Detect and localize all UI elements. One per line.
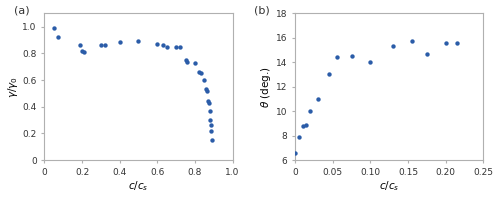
Point <box>201 78 209 82</box>
Point <box>191 61 199 64</box>
Point <box>207 123 215 126</box>
Text: (a): (a) <box>14 6 30 16</box>
Point <box>172 46 180 49</box>
Point <box>50 26 58 29</box>
X-axis label: $c/c_s$: $c/c_s$ <box>379 180 400 193</box>
Point <box>97 43 105 46</box>
Point <box>80 50 88 54</box>
Point <box>325 73 333 76</box>
Point <box>423 52 431 55</box>
Point <box>207 119 215 122</box>
Point <box>197 71 205 74</box>
Point <box>153 42 161 46</box>
Point <box>333 56 341 59</box>
Point <box>208 129 216 132</box>
Point <box>204 99 212 102</box>
Point <box>184 60 192 64</box>
Point <box>206 110 214 113</box>
Point <box>53 36 61 39</box>
Point <box>299 124 307 128</box>
Point <box>291 151 299 154</box>
Text: (b): (b) <box>253 6 269 16</box>
Y-axis label: $\theta$ (deg.): $\theta$ (deg.) <box>259 66 273 107</box>
Y-axis label: $\gamma/\gamma_0$: $\gamma/\gamma_0$ <box>5 76 19 98</box>
Point <box>408 40 416 43</box>
Point <box>366 61 374 64</box>
Point <box>302 123 310 126</box>
Point <box>176 46 184 49</box>
Point <box>163 45 171 48</box>
Point <box>76 44 84 47</box>
Point <box>116 40 124 44</box>
Point <box>348 55 356 58</box>
Point <box>203 89 211 92</box>
Point <box>295 135 303 139</box>
Point <box>101 43 109 46</box>
Point <box>442 41 450 44</box>
Point <box>195 70 203 74</box>
Point <box>202 87 210 90</box>
Point <box>208 139 216 142</box>
Point <box>159 44 167 47</box>
X-axis label: $c/c_s$: $c/c_s$ <box>128 180 149 193</box>
Point <box>205 101 213 104</box>
Point <box>182 58 190 61</box>
Point <box>78 49 86 52</box>
Point <box>306 110 314 113</box>
Point <box>314 97 322 100</box>
Point <box>453 41 461 44</box>
Point <box>135 40 143 43</box>
Point <box>389 45 397 48</box>
